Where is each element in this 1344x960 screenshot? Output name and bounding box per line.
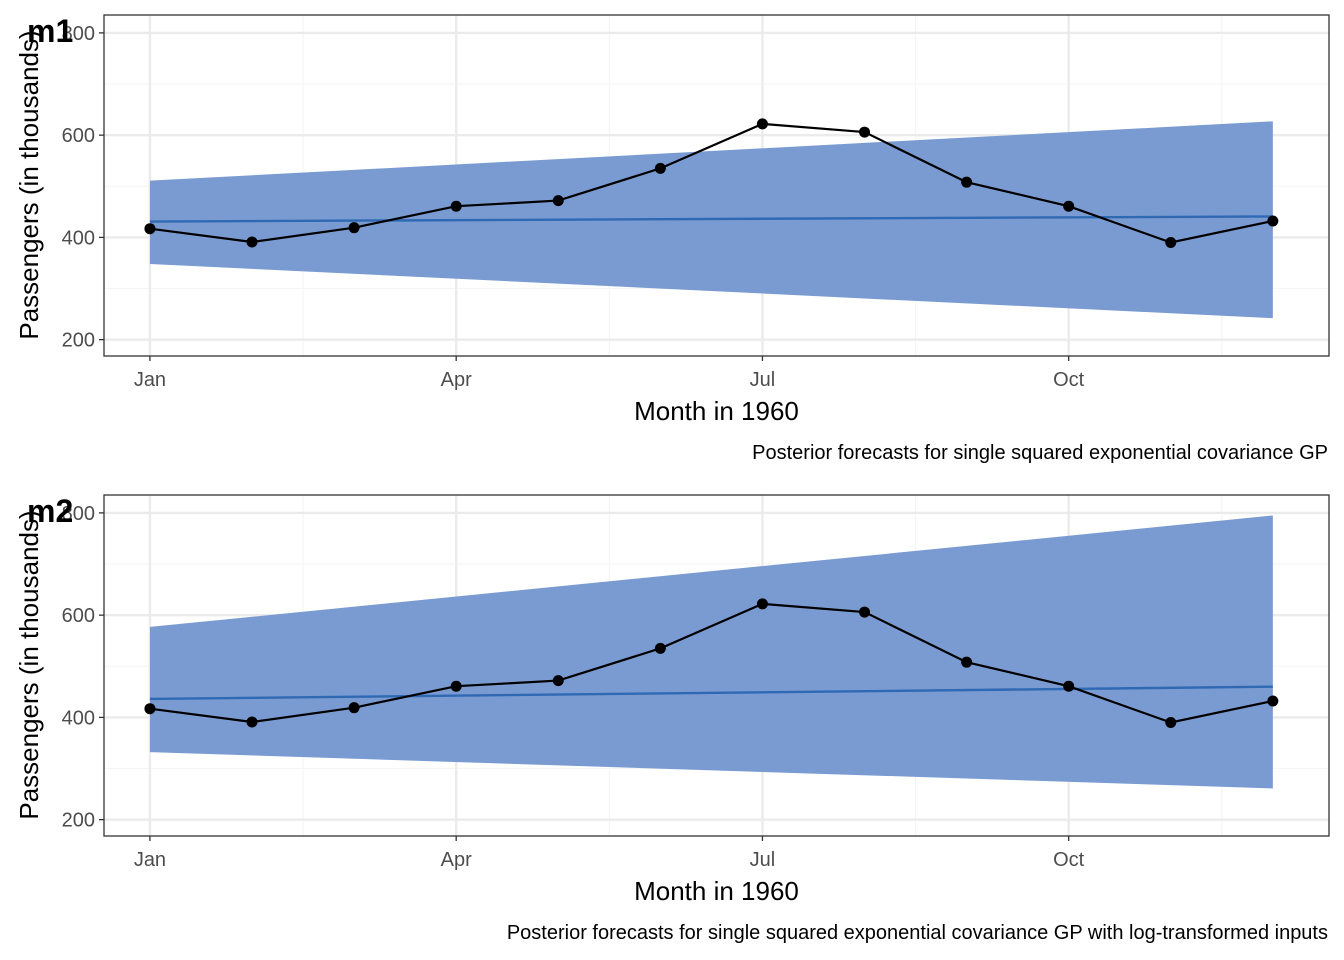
observed-point [961, 176, 973, 188]
y-tick-label: 400 [62, 707, 95, 729]
x-tick-label: Jul [750, 849, 776, 871]
x-tick-label: Apr [441, 849, 472, 871]
forecast-mean-line [149, 215, 1273, 223]
forecast-mean-line [149, 685, 1273, 701]
y-tick-label: 800 [62, 503, 95, 525]
observed-point [1165, 717, 1177, 729]
y-tick-label: 600 [62, 605, 95, 627]
observed-series-line [149, 602, 1274, 724]
x-axis-title: Month in 1960 [634, 396, 799, 426]
observed-point [654, 642, 666, 654]
observed-point [246, 236, 258, 248]
observed-point [859, 606, 871, 618]
observed-point [756, 118, 768, 130]
panel-border [103, 14, 1330, 357]
x-tick-label: Oct [1053, 369, 1085, 391]
observed-point [1267, 695, 1279, 707]
x-tick-label: Jan [134, 369, 166, 391]
observed-point [348, 222, 360, 234]
panel-tag: m2 [27, 493, 73, 529]
forecast-interval-band [149, 515, 1273, 789]
observed-point [961, 656, 973, 668]
observed-point [450, 680, 462, 692]
y-tick-label: 200 [62, 330, 95, 352]
observed-point [246, 716, 258, 728]
panel-caption: Posterior forecasts for single squared e… [507, 922, 1328, 944]
observed-point [654, 162, 666, 174]
panel-caption: Posterior forecasts for single squared e… [752, 442, 1328, 464]
observed-point [1063, 680, 1075, 692]
observed-series-line [149, 122, 1274, 244]
panel-m2: 200 400 600 800 Jan Apr Jul Oct Month in 1960 Pas… [14, 493, 1330, 944]
observed-point [859, 126, 871, 138]
y-tick-label: 400 [62, 227, 95, 249]
observed-point [144, 703, 156, 715]
observed-point [1267, 215, 1279, 227]
observed-point [1165, 237, 1177, 249]
panel-tag: m1 [27, 13, 73, 49]
observed-point [348, 702, 360, 714]
y-axis-title: Passengers (in thousands) [14, 510, 44, 819]
observed-point [756, 598, 768, 610]
y-tick-label: 200 [62, 810, 95, 832]
y-tick-label: 600 [62, 125, 95, 147]
x-axis-title: Month in 1960 [634, 876, 799, 906]
panel-m1: 200 400 600 800 Jan Apr Jul Oct Month in 1960 Pas… [14, 13, 1330, 464]
x-tick-label: Jul [750, 369, 776, 391]
observed-point [144, 223, 156, 235]
observed-point [552, 195, 564, 207]
panel-border [103, 494, 1330, 837]
y-axis-title: Passengers (in thousands) [14, 30, 44, 339]
x-tick-label: Jan [134, 849, 166, 871]
observed-point [552, 675, 564, 687]
observed-point [450, 200, 462, 212]
x-tick-label: Oct [1053, 849, 1085, 871]
observed-point [1063, 200, 1075, 212]
x-tick-label: Apr [441, 369, 472, 391]
y-tick-label: 800 [62, 23, 95, 45]
